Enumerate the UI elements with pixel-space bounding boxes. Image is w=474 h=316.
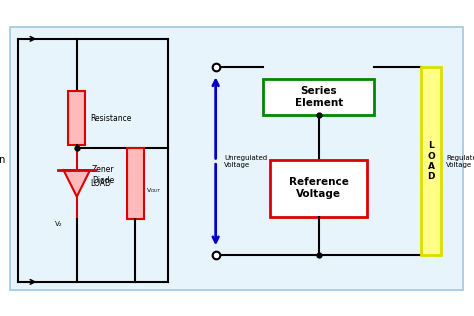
Text: Zener
Diode: Zener Diode	[92, 165, 115, 185]
Text: Reference
Voltage: Reference Voltage	[289, 177, 349, 199]
Bar	[68, 91, 85, 145]
Bar	[127, 148, 144, 219]
Text: Regulated
Voltage: Regulated Voltage	[446, 155, 474, 168]
Bar	[421, 67, 441, 255]
Bar	[263, 79, 374, 115]
Text: V$_{OUT}$: V$_{OUT}$	[146, 186, 162, 195]
Text: Vin: Vin	[0, 155, 6, 165]
Text: L
O
A
D: L O A D	[428, 141, 435, 181]
Bar	[10, 27, 463, 290]
Text: LOAD: LOAD	[91, 179, 111, 188]
Polygon shape	[64, 170, 90, 197]
Text: V₂: V₂	[55, 221, 63, 227]
Text: Series
Element: Series Element	[295, 86, 343, 108]
Text: Unregulated
Voltage: Unregulated Voltage	[224, 155, 267, 168]
Text: Resistance: Resistance	[90, 114, 131, 123]
Bar	[270, 160, 367, 216]
